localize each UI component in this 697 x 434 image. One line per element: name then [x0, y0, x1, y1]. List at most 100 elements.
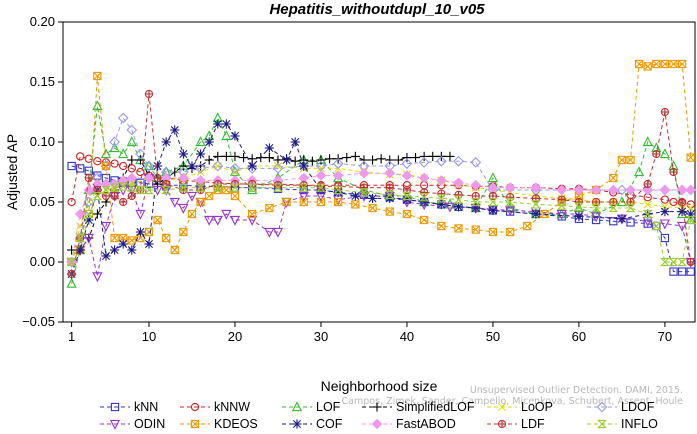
point-SimplifiedLOF [195, 161, 206, 171]
point-FastABOD [315, 170, 327, 181]
chart-title: Hepatitis_withoutdupl_10_v05 [269, 1, 485, 18]
point-ODIN [298, 191, 309, 202]
point-COF [660, 207, 670, 217]
point-LDF [385, 183, 394, 192]
point-kNN [643, 219, 652, 228]
point-COF [488, 205, 498, 215]
point-KDEOS [488, 227, 498, 237]
point-KDEOS [316, 197, 326, 207]
point-LOF [358, 184, 370, 195]
point-LDF [643, 179, 652, 189]
series-line-kNN [71, 165, 691, 273]
point-INFLO [298, 183, 309, 192]
point-LDOF [332, 158, 344, 169]
point-LDF [677, 197, 687, 207]
series-line-ODIN [71, 176, 692, 277]
point-COF [419, 197, 429, 207]
point-KDEOS [153, 215, 162, 225]
legend-label: kNN [134, 400, 158, 414]
point-KDEOS [162, 233, 171, 243]
point-LOF [92, 100, 103, 111]
point-LDF [162, 179, 171, 189]
series-COF [66, 119, 696, 279]
y-tick-label: 0.05 [30, 194, 55, 209]
point-COF [574, 211, 584, 221]
point-ODIN [204, 215, 215, 226]
point-LDF [652, 149, 661, 159]
point-SimplifiedLOF [290, 156, 300, 166]
point-ODIN [92, 272, 103, 283]
point-INFLO [505, 197, 516, 207]
y-tick-label: 0.10 [30, 134, 55, 149]
point-FastABOD [530, 182, 542, 193]
point-ODIN [212, 215, 223, 226]
x-tick-label: 30 [314, 329, 328, 344]
point-COF [101, 251, 111, 261]
point-KDEOS [609, 173, 618, 183]
point-kNNW [84, 154, 93, 163]
point-FastABOD [470, 179, 482, 191]
point-LDOF [126, 124, 138, 136]
point-KDEOS [454, 224, 463, 233]
point-ODIN [333, 195, 344, 206]
point-COF [299, 161, 309, 171]
point-INFLO [591, 203, 602, 213]
point-COF [161, 137, 171, 147]
series-layer [66, 59, 697, 288]
point-LDOF [143, 160, 155, 172]
point-kNN [76, 164, 85, 173]
point-LDF [119, 197, 128, 207]
point-INFLO [247, 183, 258, 192]
point-KDEOS [144, 227, 154, 237]
point-KDEOS [222, 185, 231, 195]
point-LDOF [109, 136, 120, 148]
point-KDEOS [299, 197, 308, 207]
series-INFLO [66, 182, 696, 267]
point-LOF [221, 130, 232, 141]
point-LDOF [246, 163, 258, 174]
point-INFLO [625, 203, 636, 213]
legend-item-LDOF: LDOF [587, 400, 655, 414]
point-KDEOS [265, 203, 274, 213]
point-INFLO [384, 190, 395, 199]
point-ODIN [272, 227, 284, 238]
point-INFLO [573, 202, 584, 211]
legend-item-FastABOD: FastABOD [362, 417, 456, 431]
point-COF [144, 239, 154, 249]
point-ODIN [556, 209, 567, 220]
point-kNN [686, 267, 695, 276]
point-FastABOD [659, 184, 671, 196]
point-FastABOD [178, 172, 189, 184]
point-SimplifiedLOF [342, 153, 352, 163]
point-COF [264, 143, 274, 153]
point-COF [109, 245, 120, 255]
point-ODIN [229, 215, 241, 226]
point-LDOF [195, 163, 206, 174]
point-INFLO [556, 201, 567, 210]
point-SimplifiedLOF [419, 151, 429, 161]
point-LDOF [435, 155, 447, 167]
point-FastABOD [358, 167, 370, 179]
legend-item-SimplifiedLOF: SimplifiedLOF [362, 400, 475, 414]
legend-label: KDEOS [214, 417, 258, 431]
point-KDEOS [634, 59, 644, 69]
point-kNN [660, 233, 670, 243]
point-kNNW [67, 197, 76, 207]
legend-label: LDOF [621, 400, 655, 414]
point-LoOP [196, 168, 205, 176]
point-LOF [100, 148, 112, 159]
point-SimplifiedLOF [324, 154, 335, 164]
point-LDOF [212, 160, 224, 172]
point-COF [187, 161, 197, 171]
point-SimplifiedLOF [393, 155, 403, 165]
point-LoOP [643, 200, 652, 209]
point-INFLO [161, 185, 172, 195]
legend-label: LoOP [521, 400, 553, 414]
legend-item-LOF: LOF [282, 400, 341, 414]
point-LOF [143, 160, 155, 171]
legend-marker [190, 402, 200, 412]
point-SimplifiedLOF [135, 155, 145, 165]
point-ODIN [677, 221, 688, 232]
point-KDEOS [660, 59, 670, 69]
point-LoOP [686, 204, 695, 212]
